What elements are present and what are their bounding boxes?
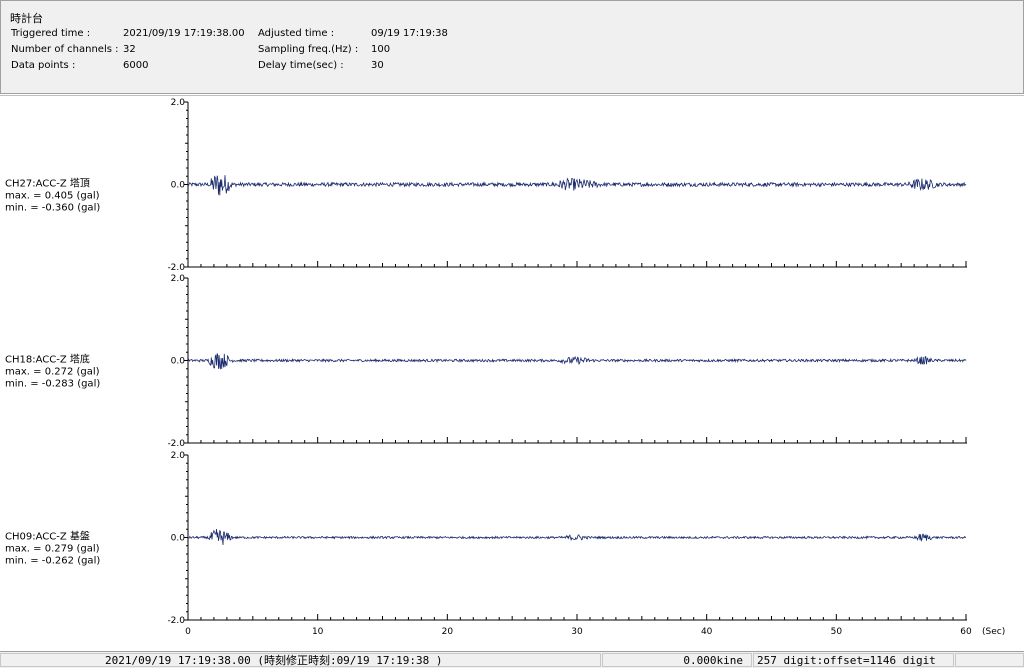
waveform-plot-area: 2.0 0.0 -2.0 CH27:ACC-Z 塔頂 max. = 0.405 (gal… — [0, 95, 1024, 652]
sampling-freq-label: Sampling freq.(Hz) : — [258, 44, 359, 55]
y-tick-label: 2.0 — [171, 451, 186, 461]
channel-max: max. = 0.405 (gal) — [5, 191, 100, 202]
channels-label: Number of channels : — [11, 44, 119, 55]
status-empty-segment — [955, 653, 1024, 667]
data-points-value: 6000 — [123, 60, 149, 71]
delay-time-label: Delay time(sec) : — [258, 60, 344, 71]
y-tick-label: 2.0 — [171, 98, 186, 108]
y-tick-label: -2.0 — [167, 616, 185, 626]
waveform-line — [187, 353, 967, 370]
info-header: 時計台 Triggered time : 2021/09/19 17:19:38… — [0, 0, 1024, 94]
x-tick-label: 30 — [571, 627, 583, 637]
channel-name: CH18:ACC-Z 塔底 — [5, 353, 90, 366]
x-tick-label: 0 — [185, 627, 191, 637]
data-points-label: Data points : — [11, 60, 76, 71]
channel-min: min. = -0.262 (gal) — [5, 556, 100, 567]
channel-name: CH09:ACC-Z 基盤 — [5, 530, 90, 543]
status-velocity: 0.000kine — [602, 653, 752, 667]
x-tick-label: 10 — [312, 627, 324, 637]
y-tick-label: -2.0 — [167, 439, 185, 449]
channels-value: 32 — [123, 44, 136, 55]
x-axis-unit: (Sec) — [982, 627, 1005, 637]
x-tick-label: 50 — [831, 627, 843, 637]
channel-min: min. = -0.283 (gal) — [5, 379, 100, 390]
channel-max: max. = 0.272 (gal) — [5, 367, 100, 378]
y-tick-label: 0.0 — [171, 357, 186, 367]
x-tick-label: 40 — [701, 627, 713, 637]
y-tick-label: 2.0 — [171, 274, 186, 284]
channel-max: max. = 0.279 (gal) — [5, 544, 100, 555]
sampling-freq-value: 100 — [371, 44, 391, 55]
waveform-line — [187, 175, 967, 196]
adjusted-time-label: Adjusted time : — [258, 28, 335, 39]
channel-min: min. = -0.360 (gal) — [5, 203, 100, 214]
status-digit: 257 digit:offset=1146 digit — [753, 653, 954, 667]
status-datetime: 2021/09/19 17:19:38.00 (時刻修正時刻:09/19 17:… — [0, 653, 601, 667]
y-tick-label: 0.0 — [171, 534, 186, 544]
adjusted-time-value: 09/19 17:19:38 — [371, 28, 448, 39]
status-bar: 2021/09/19 17:19:38.00 (時刻修正時刻:09/19 17:… — [0, 651, 1024, 668]
x-tick-label: 60 — [960, 627, 972, 637]
delay-time-value: 30 — [371, 60, 384, 71]
waveform-line — [187, 529, 967, 546]
station-title: 時計台 — [10, 12, 43, 25]
triggered-time-value: 2021/09/19 17:19:38.00 — [123, 28, 245, 39]
triggered-time-label: Triggered time : — [11, 28, 91, 39]
y-tick-label: 0.0 — [171, 181, 186, 191]
y-tick-label: -2.0 — [167, 263, 185, 273]
x-tick-label: 20 — [442, 627, 454, 637]
channel-name: CH27:ACC-Z 塔頂 — [5, 177, 90, 190]
